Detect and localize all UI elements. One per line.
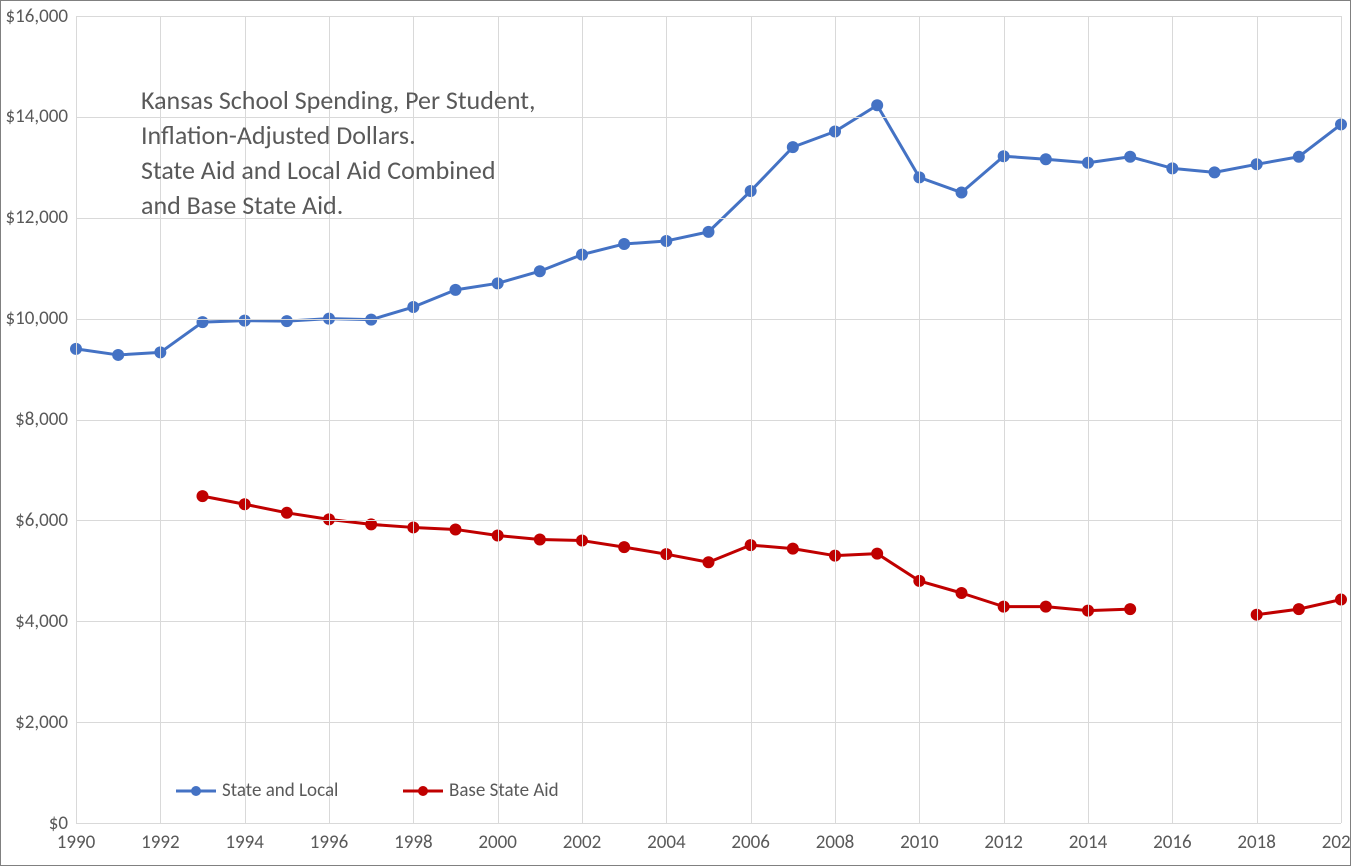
base-state-aid-marker (618, 541, 630, 553)
gridline-h (76, 823, 1341, 824)
y-axis-label: $16,000 (5, 5, 68, 28)
legend-label: Base State Aid (449, 779, 559, 802)
gridline-v (835, 16, 836, 823)
base-state-aid-marker (1293, 603, 1305, 615)
gridline-h (76, 621, 1341, 622)
x-axis-label: 2016 (1153, 831, 1192, 854)
x-axis-label: 1998 (394, 831, 433, 854)
base-state-aid-marker (281, 507, 293, 519)
state-and-local-marker (871, 99, 883, 111)
base-state-aid-marker (197, 490, 209, 502)
y-axis-label: $12,000 (5, 206, 68, 229)
y-axis-label: $6,000 (15, 509, 68, 532)
base-state-aid-marker (703, 556, 715, 568)
gridline-h (76, 420, 1341, 421)
state-and-local-marker (956, 187, 968, 199)
state-and-local-marker (618, 238, 630, 250)
state-and-local-marker (1124, 151, 1136, 163)
x-axis-label: 1996 (310, 831, 349, 854)
y-axis-label: $8,000 (15, 408, 68, 431)
gridline-v (76, 16, 77, 823)
gridline-v (666, 16, 667, 823)
y-axis-label: $14,000 (5, 105, 68, 128)
gridline-v (1341, 16, 1342, 823)
x-axis-label: 2012 (984, 831, 1023, 854)
gridline-v (919, 16, 920, 823)
gridline-h (76, 722, 1341, 723)
legend-item: Base State Aid (403, 779, 559, 802)
x-axis-label: 2018 (1237, 831, 1276, 854)
gridline-h (76, 319, 1341, 320)
y-axis-label: $4,000 (15, 610, 68, 633)
legend-swatch (176, 782, 216, 800)
state-and-local-marker (365, 314, 377, 326)
x-axis-label: 2004 (647, 831, 686, 854)
y-axis-label: $10,000 (5, 307, 68, 330)
gridline-v (1004, 16, 1005, 823)
state-and-local-marker (112, 349, 124, 361)
base-state-aid-marker (956, 587, 968, 599)
gridline-v (1088, 16, 1089, 823)
legend-label: State and Local (222, 779, 338, 802)
chart-container: $0$2,000$4,000$6,000$8,000$10,000$12,000… (0, 0, 1351, 866)
x-axis-label: 2010 (900, 831, 939, 854)
state-and-local-marker (281, 315, 293, 327)
y-axis-label: $2,000 (15, 711, 68, 734)
x-axis-label: 1992 (141, 831, 180, 854)
base-state-aid-marker (450, 523, 462, 535)
x-axis-label: 1990 (57, 831, 96, 854)
x-axis-label: 2000 (478, 831, 517, 854)
state-and-local-marker (1040, 153, 1052, 165)
state-and-local-marker (450, 284, 462, 296)
gridline-v (1172, 16, 1173, 823)
legend-item: State and Local (176, 779, 338, 802)
x-axis-label: 2014 (1069, 831, 1108, 854)
gridline-v (1257, 16, 1258, 823)
gridline-v (582, 16, 583, 823)
x-axis-label: 2020 (1322, 831, 1351, 854)
state-and-local-marker (787, 141, 799, 153)
x-axis-label: 1994 (225, 831, 264, 854)
base-state-aid-marker (787, 543, 799, 555)
x-axis-label: 2006 (731, 831, 770, 854)
gridline-h (76, 16, 1341, 17)
base-state-aid-marker (1124, 603, 1136, 615)
base-state-aid-marker (1040, 601, 1052, 613)
x-axis-label: 2002 (563, 831, 602, 854)
legend-swatch (403, 782, 443, 800)
gridline-v (751, 16, 752, 823)
base-state-aid-marker (534, 534, 546, 546)
state-and-local-marker (1293, 151, 1305, 163)
base-state-aid-marker (871, 548, 883, 560)
state-and-local-marker (534, 265, 546, 277)
gridline-h (76, 520, 1341, 521)
state-and-local-marker (1209, 166, 1221, 178)
chart-title: Kansas School Spending, Per Student, Inf… (141, 83, 535, 223)
state-and-local-marker (703, 226, 715, 238)
x-axis-label: 2008 (816, 831, 855, 854)
